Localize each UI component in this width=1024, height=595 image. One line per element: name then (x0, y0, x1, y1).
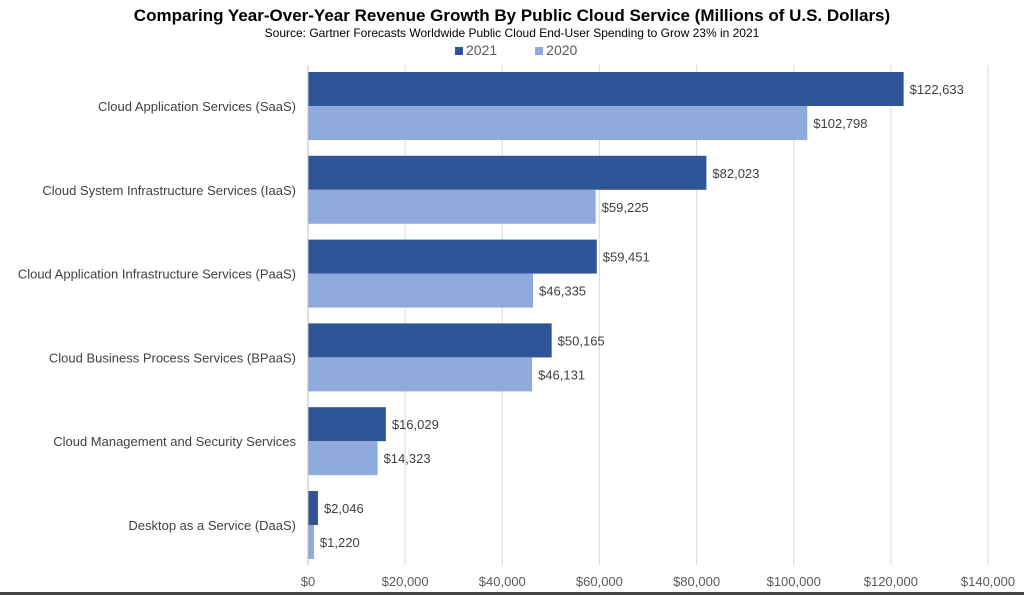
data-label-2021: $59,451 (603, 250, 650, 265)
data-label-2021: $82,023 (712, 166, 759, 181)
legend: 2021 2020 (455, 42, 577, 58)
data-label-2020: $14,323 (384, 451, 431, 466)
data-label-2020: $102,798 (813, 116, 867, 131)
data-label-2021: $2,046 (324, 501, 364, 516)
data-label-2021: $122,633 (910, 82, 964, 97)
category-label: Cloud Application Infrastructure Service… (18, 267, 296, 282)
legend-swatch-2021 (455, 47, 463, 55)
x-tick-label: $0 (301, 574, 315, 589)
legend-item-2021: 2021 (455, 42, 497, 58)
bar-2021 (308, 239, 597, 274)
bottom-border (0, 592, 1024, 595)
x-tick-label: $20,000 (382, 574, 429, 589)
category-label: Cloud Application Services (SaaS) (98, 99, 296, 114)
chart-title: Comparing Year-Over-Year Revenue Growth … (133, 6, 891, 25)
data-label-2020: $59,225 (602, 200, 649, 215)
category-label: Desktop as a Service (DaaS) (128, 518, 296, 533)
data-label-2021: $16,029 (392, 417, 439, 432)
data-label-2020: $46,131 (538, 367, 585, 382)
bar-2021 (308, 407, 386, 442)
x-tick-label: $40,000 (479, 574, 526, 589)
chart-subtitle: Source: Gartner Forecasts Worldwide Publ… (264, 26, 760, 40)
data-label-2020: $46,335 (539, 284, 586, 299)
category-label: Cloud System Infrastructure Services (Ia… (42, 183, 296, 198)
data-label-2020: $1,220 (320, 535, 360, 550)
x-tick-label: $80,000 (673, 574, 720, 589)
bar-2021 (308, 72, 904, 106)
bar-2020 (308, 441, 378, 476)
x-tick-label: $120,000 (864, 574, 918, 589)
category-label: Cloud Business Process Services (BPaaS) (49, 350, 296, 365)
bar-2021 (308, 491, 318, 525)
bar-2020 (308, 273, 534, 308)
category-label: Cloud Management and Security Services (53, 434, 296, 449)
legend-item-2020: 2020 (535, 42, 577, 58)
legend-label-2021: 2021 (466, 42, 498, 58)
bar-2021 (308, 323, 552, 358)
bar-2020 (308, 357, 533, 392)
x-tick-label: $100,000 (767, 574, 821, 589)
legend-label-2020: 2020 (546, 42, 578, 58)
x-tick-label: $140,000 (961, 574, 1015, 589)
data-label-2021: $50,165 (558, 333, 605, 348)
bar-2020 (308, 106, 808, 140)
bar-2020 (308, 525, 314, 559)
x-tick-label: $60,000 (576, 574, 623, 589)
bar-2020 (308, 189, 596, 224)
bar-2021 (308, 155, 707, 190)
legend-swatch-2020 (535, 47, 544, 55)
